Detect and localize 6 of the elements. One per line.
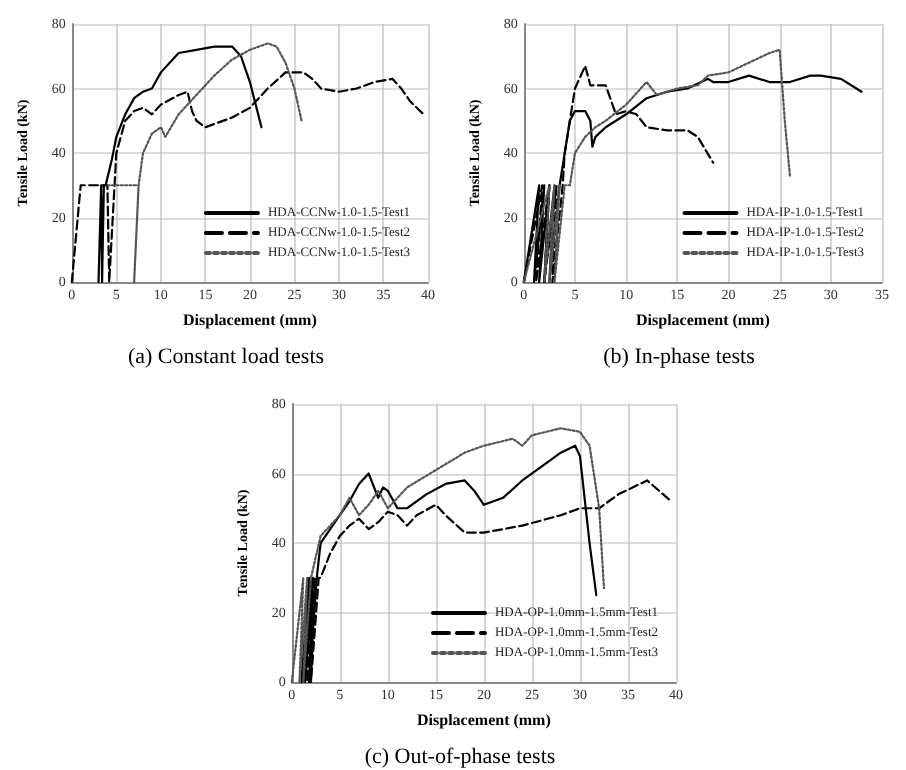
x-axis-title: Displacement (mm) <box>417 710 552 729</box>
text: (c) Out-of-phase tests <box>364 745 556 769</box>
x-axis-title: Displacement (mm) <box>636 310 771 329</box>
text: (b) In-phase tests <box>603 345 755 369</box>
text: (a) Constant load tests <box>127 345 325 369</box>
x-axis-title: Displacement (mm) <box>183 310 318 329</box>
